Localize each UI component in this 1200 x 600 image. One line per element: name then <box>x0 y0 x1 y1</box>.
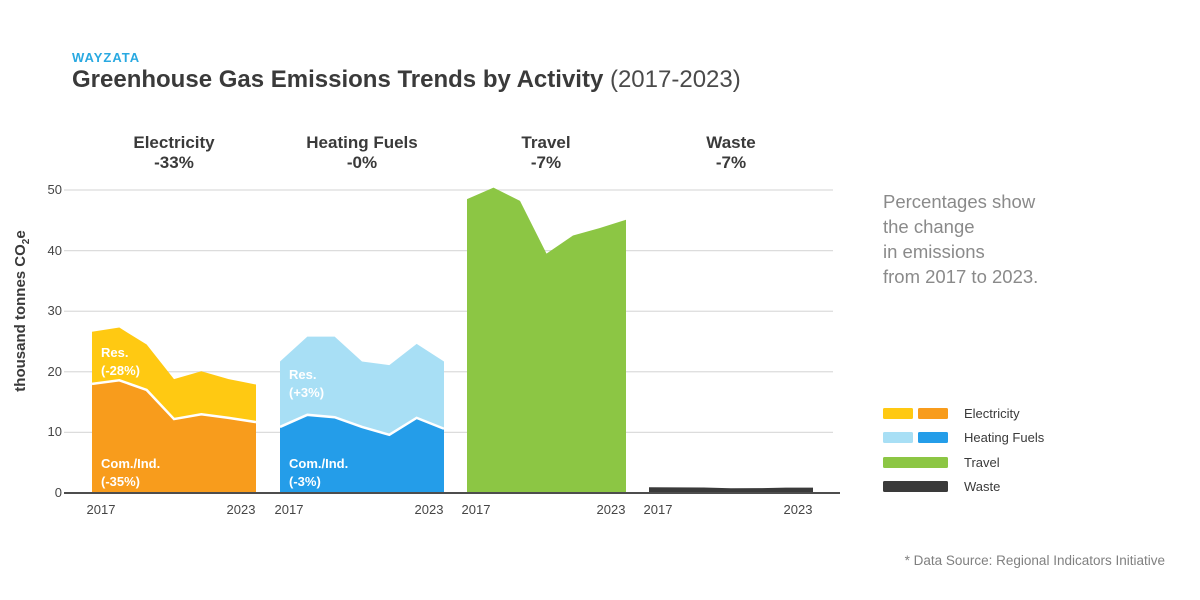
x-label-heating-2017: 2017 <box>274 502 304 517</box>
legend-swatch <box>883 456 948 468</box>
brand-label: WAYZATA <box>72 50 141 65</box>
area-label-heating-com-ind: Com./Ind. (-3%) <box>289 456 349 489</box>
legend-item-heating-fuels: Heating Fuels <box>883 429 1045 445</box>
x-label-electricity-2017: 2017 <box>86 502 116 517</box>
legend-item-travel: Travel <box>883 454 1000 470</box>
y-tick-50: 50 <box>47 182 62 197</box>
legend-item-electricity: Electricity <box>883 405 1020 421</box>
group-change: -0% <box>346 153 378 172</box>
area-travel-total <box>467 187 626 494</box>
page-title: Greenhouse Gas Emissions Trends by Activ… <box>72 66 741 94</box>
group-change: -33% <box>154 153 194 172</box>
group-change: -7% <box>530 153 562 172</box>
legend-swatch <box>883 480 948 492</box>
x-label-travel-2023: 2023 <box>596 502 626 517</box>
legend-swatch <box>883 407 913 419</box>
legend-item-waste: Waste <box>883 478 1001 494</box>
group-header-travel: Travel -7% <box>521 133 570 173</box>
group-change: -7% <box>715 153 747 172</box>
series-separator-electricity <box>91 379 257 424</box>
x-label-electricity-2023: 2023 <box>226 502 256 517</box>
legend-label: Electricity <box>964 405 1020 421</box>
x-label-heating-2023: 2023 <box>414 502 444 517</box>
area-waste-total <box>649 487 813 493</box>
x-label-waste-2023: 2023 <box>783 502 813 517</box>
area-label-electricity-com-ind: Com./Ind. (-35%) <box>101 456 161 489</box>
annotation-text: Percentages show the change in emissions… <box>883 191 1039 287</box>
group-header-heating-fuels: Heating Fuels -0% <box>306 133 417 173</box>
y-tick-20: 20 <box>47 364 62 379</box>
x-label-travel-2017: 2017 <box>461 502 491 517</box>
y-tick-40: 40 <box>47 243 62 258</box>
y-tick-10: 10 <box>47 424 62 439</box>
footnote: * Data Source: Regional Indicators Initi… <box>904 553 1165 568</box>
x-label-waste-2017: 2017 <box>643 502 673 517</box>
series-separator-heating-fuels <box>279 413 445 437</box>
group-name: Waste <box>706 133 756 152</box>
title-main: Greenhouse Gas Emissions Trends by Activ… <box>72 66 604 93</box>
group-header-waste: Waste -7% <box>706 133 755 173</box>
legend-label: Travel <box>964 454 1000 470</box>
title-period: (2017-2023) <box>603 66 741 93</box>
group-header-electricity: Electricity -33% <box>133 133 214 173</box>
group-name: Heating Fuels <box>306 133 418 152</box>
y-axis-title-suffix: e <box>12 230 29 239</box>
y-tick-30: 30 <box>47 303 62 318</box>
area-label-heating-res: Res. (+3%) <box>289 367 325 400</box>
area-label-electricity-res: Res. (-28%) <box>101 345 141 378</box>
group-name: Electricity <box>133 133 215 152</box>
legend-label: Waste <box>964 478 1001 494</box>
group-name: Travel <box>521 133 571 152</box>
legend-swatch <box>883 431 913 443</box>
legend-label: Heating Fuels <box>964 429 1045 445</box>
legend-swatch <box>918 431 948 443</box>
y-axis-title-text: thousand tonnes CO <box>12 244 29 392</box>
legend-swatch <box>918 407 948 419</box>
y-tick-0: 0 <box>54 485 62 500</box>
